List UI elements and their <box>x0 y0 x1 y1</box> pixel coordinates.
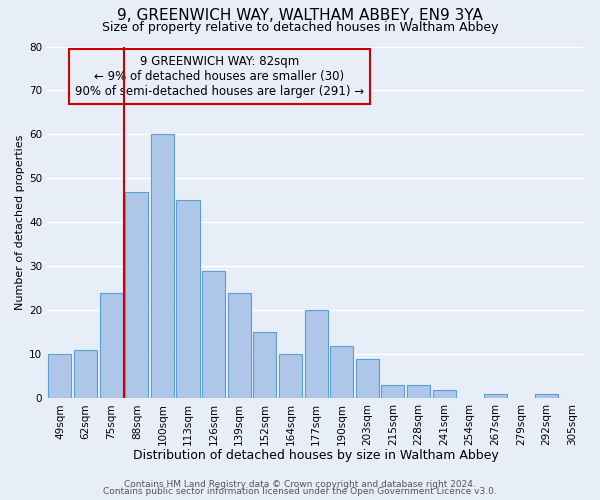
Bar <box>305 310 328 398</box>
Bar <box>356 359 379 399</box>
Bar <box>151 134 174 398</box>
Text: 9 GREENWICH WAY: 82sqm
← 9% of detached houses are smaller (30)
90% of semi-deta: 9 GREENWICH WAY: 82sqm ← 9% of detached … <box>75 56 364 98</box>
Bar <box>433 390 455 398</box>
Text: Contains HM Land Registry data © Crown copyright and database right 2024.: Contains HM Land Registry data © Crown c… <box>124 480 476 489</box>
Bar <box>228 293 251 399</box>
Bar <box>535 394 558 398</box>
Bar <box>49 354 71 399</box>
Bar <box>74 350 97 399</box>
Bar <box>330 346 353 399</box>
Text: Contains public sector information licensed under the Open Government Licence v3: Contains public sector information licen… <box>103 487 497 496</box>
Bar <box>407 385 430 398</box>
Bar <box>125 192 148 398</box>
Bar <box>100 293 123 399</box>
Bar <box>202 271 225 398</box>
Bar <box>253 332 277 398</box>
Bar <box>484 394 507 398</box>
Y-axis label: Number of detached properties: Number of detached properties <box>15 134 25 310</box>
X-axis label: Distribution of detached houses by size in Waltham Abbey: Distribution of detached houses by size … <box>133 450 499 462</box>
Bar <box>176 200 200 398</box>
Text: 9, GREENWICH WAY, WALTHAM ABBEY, EN9 3YA: 9, GREENWICH WAY, WALTHAM ABBEY, EN9 3YA <box>117 8 483 22</box>
Bar <box>382 385 404 398</box>
Text: Size of property relative to detached houses in Waltham Abbey: Size of property relative to detached ho… <box>102 21 498 34</box>
Bar <box>279 354 302 399</box>
